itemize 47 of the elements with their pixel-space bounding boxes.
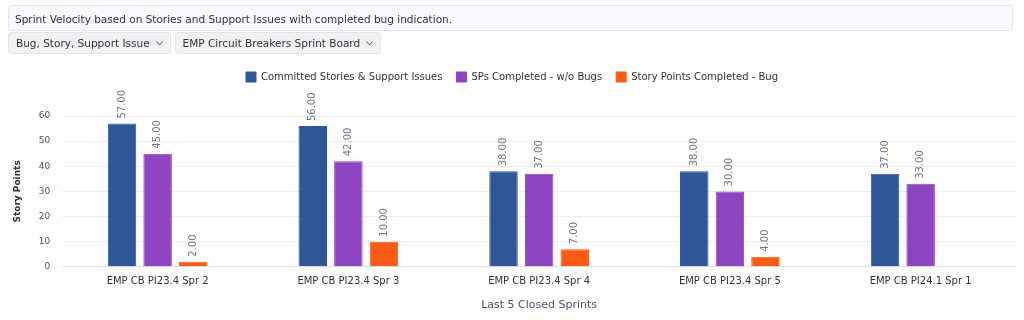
chart-title: Sprint Velocity based on Stories and Support Issues with completed bug indication. [8,5,1013,31]
x-tick-label: EMP CB PI23.4 Spr 5 [678,275,781,287]
legend-label: SPs Completed - w/o Bugs [471,70,603,82]
bar [489,171,518,267]
data-label: 37.00 [532,140,544,169]
y-tick-label: 50 [38,135,51,146]
legend-label: Committed Stories & Support Issues [260,70,443,82]
data-label: 10.00 [377,208,389,237]
data-label: 42.00 [341,127,353,157]
bar [334,161,363,267]
y-tick-label: 0 [44,261,51,272]
bar [906,183,935,267]
text: EMP Circuit Breakers Sprint Board [182,36,361,51]
data-label: 38.00 [687,137,699,167]
bar [298,126,328,267]
y-tick-label: 10 [38,236,51,247]
bar [369,241,399,267]
y-tick-label: 40 [38,160,51,171]
data-label: 30.00 [723,157,735,187]
y-axis-title: Story Points [11,160,22,223]
data-label: 7.00 [568,221,580,245]
data-label: 56.00 [306,92,318,122]
data-label: 4.00 [759,229,771,252]
x-tick-label: EMP CB PI24.1 Spr 1 [869,275,972,287]
x-axis-title: Last 5 Closed Sprints [481,298,598,312]
bar [143,153,172,267]
x-tick-label: EMP CB PI23.4 Spr 4 [488,275,591,287]
data-label: 37.00 [878,140,890,169]
legend-label: Story Points Completed - Bug [631,70,779,82]
y-tick-label: 60 [38,110,51,121]
bar [751,256,780,267]
bar [680,171,709,267]
bar [870,173,900,267]
data-label: 45.00 [151,120,163,149]
bar [715,191,745,267]
x-tick-label: EMP CB PI23.4 Spr 2 [106,275,209,287]
y-tick-label: 30 [38,185,51,196]
bar [560,249,589,267]
data-label: 57.00 [115,89,127,119]
text: Bug, Story, Support Issue [16,36,150,51]
y-tick-label: 20 [38,210,51,221]
x-tick-label: EMP CB PI23.4 Spr 3 [297,275,400,287]
bar [524,173,554,267]
data-label: 33.00 [914,150,926,179]
bar [107,123,137,267]
data-label: 38.00 [497,137,509,167]
data-label: 2.00 [186,234,198,257]
